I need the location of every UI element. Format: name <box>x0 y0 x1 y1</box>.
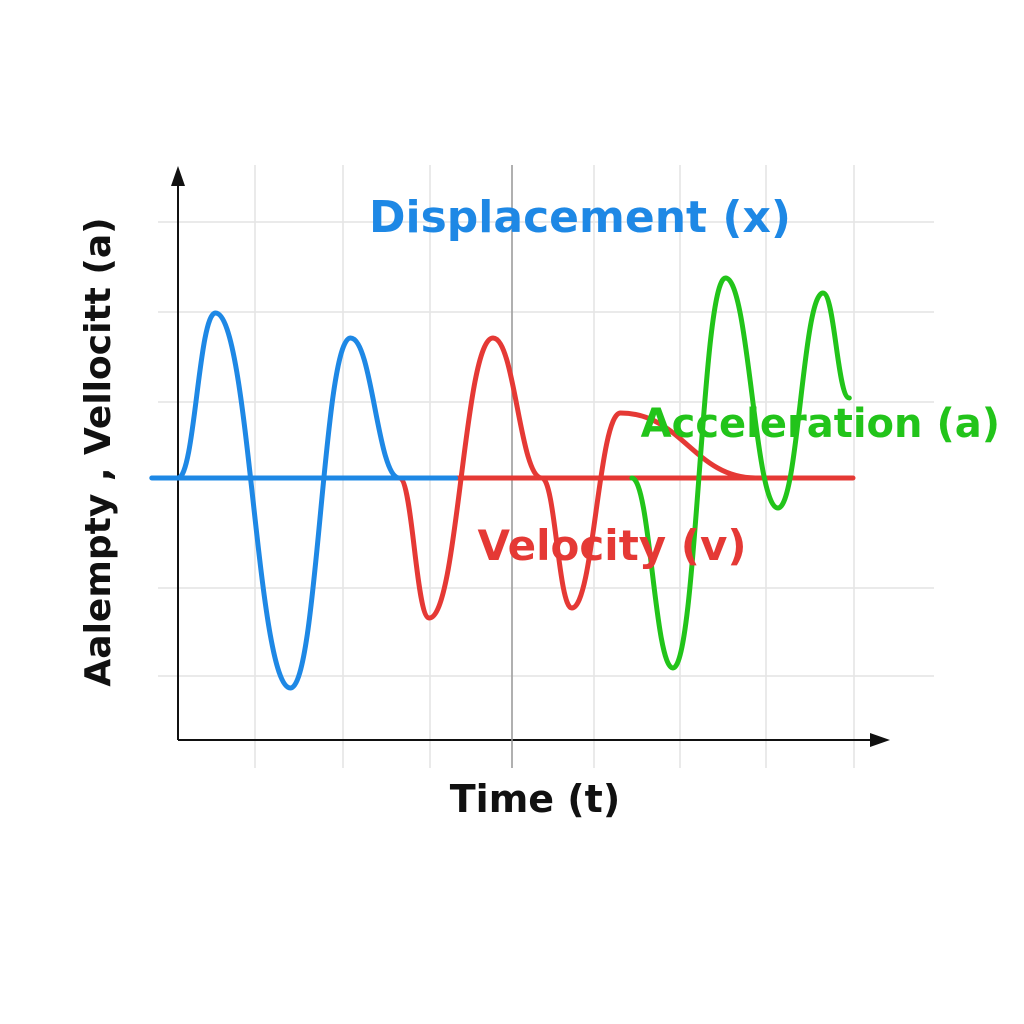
axes <box>171 165 890 768</box>
series-group <box>149 275 856 691</box>
x-axis-arrow <box>870 733 890 747</box>
y-axis-arrow <box>171 166 185 186</box>
grid <box>158 165 934 768</box>
labels-group: Displacement (x) Acceleration (a) Veloci… <box>78 192 1000 821</box>
y-axis-label: Aalempty , Vellocitt (a) <box>78 217 119 686</box>
series-label-velocity: Velocity (v) <box>477 521 746 570</box>
series-label-displacement: Displacement (x) <box>369 192 791 243</box>
series-line-displacement <box>175 310 458 691</box>
x-axis-label: Time (t) <box>450 777 620 821</box>
series-line-velocity <box>396 335 758 621</box>
series-label-acceleration: Acceleration (a) <box>641 401 1000 447</box>
series-line-acceleration <box>629 275 852 671</box>
